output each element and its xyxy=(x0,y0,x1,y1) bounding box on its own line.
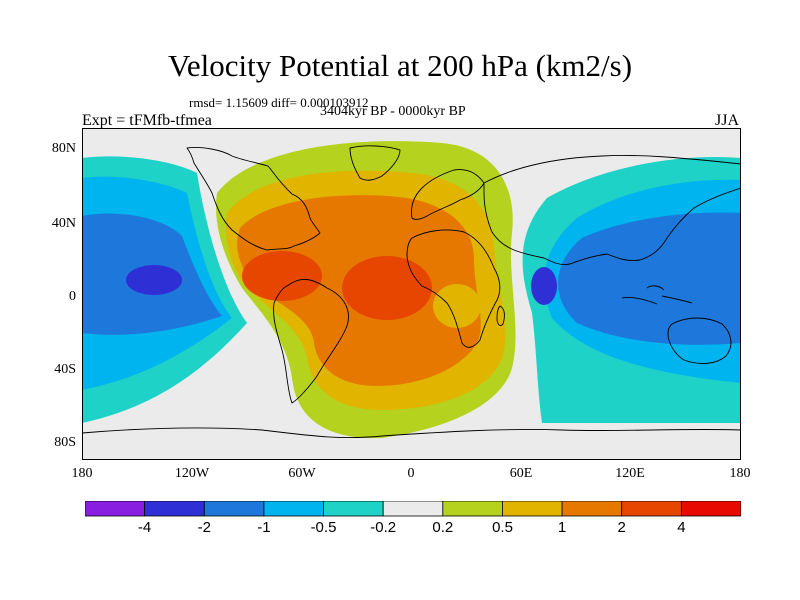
lon-label-120w: 120W xyxy=(174,466,210,481)
contour-pacific-neg2 xyxy=(126,265,182,295)
coastline-north-america xyxy=(186,147,321,251)
period-subtitle: 3404kyr BP - 0000kyr BP xyxy=(320,104,466,119)
lat-label-80s: 80S xyxy=(54,435,76,450)
colorbar-label: 0.5 xyxy=(492,519,513,536)
colorbar-swatch xyxy=(680,501,741,517)
contour-indian-neg1 xyxy=(558,212,741,345)
season-label: JJA xyxy=(715,112,740,129)
coastline-africa xyxy=(406,229,501,348)
colorbar-label: -4 xyxy=(137,519,152,536)
colorbar xyxy=(85,501,741,517)
colorbar-swatch xyxy=(621,501,682,517)
colorbar-label: -2 xyxy=(197,519,211,536)
colorbar-label: 1 xyxy=(557,519,567,536)
colorbar-label: 4 xyxy=(677,519,686,536)
lon-label-60e: 60E xyxy=(509,466,533,481)
contour-south-africa-pos05 xyxy=(433,284,481,328)
coastline-madagascar xyxy=(496,305,505,327)
lon-label-120e: 120E xyxy=(615,466,645,481)
lon-label-60w: 60W xyxy=(288,466,316,481)
colorbar-label: -0.5 xyxy=(310,519,337,536)
colorbar-swatch xyxy=(203,501,265,517)
colorbar-swatch xyxy=(85,501,146,517)
colorbar-swatch xyxy=(323,501,384,517)
coastline-antarctica xyxy=(82,427,741,439)
coastline-australia xyxy=(667,317,732,364)
colorbar-swatch xyxy=(144,501,205,517)
map-title: Velocity Potential at 200 hPa (km2/s) xyxy=(167,48,633,83)
contour-caribbean-pos2 xyxy=(242,251,322,301)
contour-atlantic-pos2 xyxy=(342,256,432,320)
lat-label-80n: 80N xyxy=(51,141,76,156)
lon-label-0: 0 xyxy=(407,466,415,481)
colorbar-swatch xyxy=(502,501,563,517)
contour-indian-neg2 xyxy=(531,267,557,305)
coastline-asia xyxy=(483,155,741,265)
colorbar-swatch xyxy=(561,501,623,517)
colorbar-swatch xyxy=(263,501,324,517)
colorbar-label: 2 xyxy=(617,519,626,536)
lon-label-180e: 180 xyxy=(729,466,751,481)
coastline-indonesia xyxy=(621,285,693,305)
colorbar-label: -0.2 xyxy=(370,519,397,536)
colorbar-label: -1 xyxy=(257,519,271,536)
lat-label-40n: 40N xyxy=(51,216,76,231)
colorbar-swatch xyxy=(382,501,444,517)
experiment-label: Expt = tFMfb-tfmea xyxy=(82,112,212,129)
lat-label-0: 0 xyxy=(69,289,76,304)
colorbar-swatch xyxy=(442,501,503,517)
velocity-potential-map xyxy=(82,128,741,460)
lat-label-40s: 40S xyxy=(54,362,76,377)
colorbar-label: 0.2 xyxy=(432,519,454,536)
coastline-south-america xyxy=(273,279,349,404)
lon-label-180w: 180 xyxy=(71,466,93,481)
stats-text: rmsd= 1.15609 diff= 0.000103912 xyxy=(189,95,369,110)
map-frame xyxy=(82,128,741,460)
coastlines xyxy=(82,145,741,439)
coastline-greenland xyxy=(349,145,401,181)
